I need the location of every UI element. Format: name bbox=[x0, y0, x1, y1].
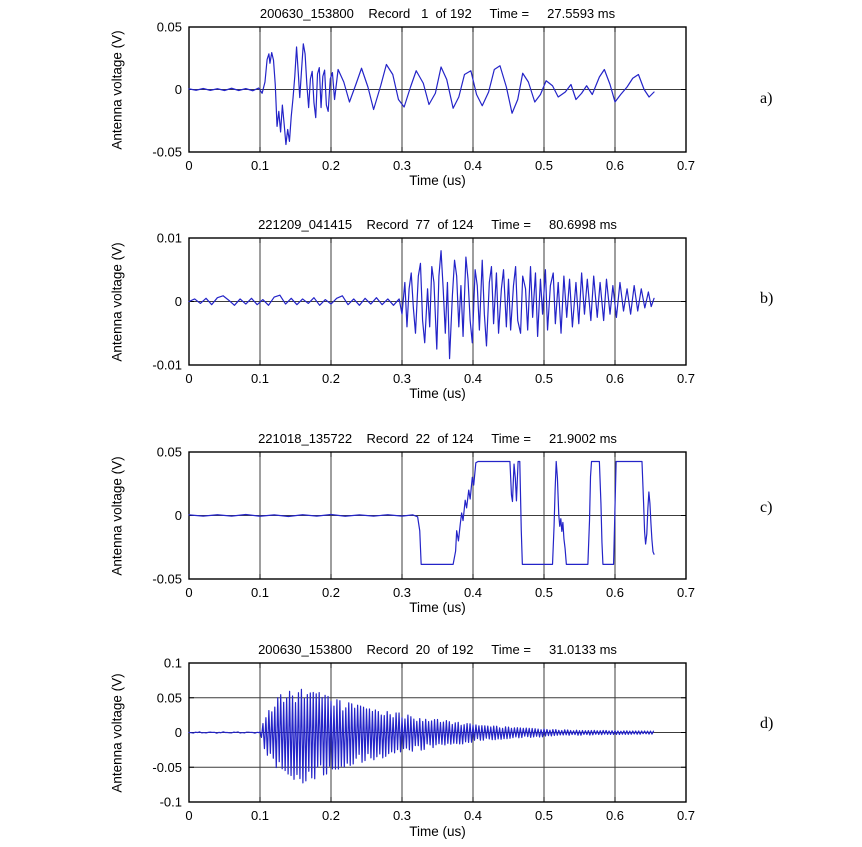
x-tick-label: 0.3 bbox=[393, 585, 411, 600]
x-tick-label: 0 bbox=[185, 808, 192, 823]
x-tick-label: 0.4 bbox=[464, 158, 482, 173]
x-tick-label: 0 bbox=[185, 371, 192, 386]
plot-box bbox=[188, 26, 687, 153]
chart-d: 0 0.1 0.2 0.3 0.4 0.5 0.6 0.7 0.1 0.05 0 -0.05 -0.1 … bbox=[0, 637, 862, 847]
y-tick-label: -0.01 bbox=[152, 358, 182, 373]
x-axis-label-b: Time (us) bbox=[409, 386, 466, 401]
y-tick-label: 0.01 bbox=[157, 231, 182, 246]
x-tick-label: 0.2 bbox=[322, 585, 340, 600]
x-tick-label: 0.4 bbox=[464, 808, 482, 823]
y-tick-label: 0.05 bbox=[157, 20, 182, 35]
x-tick-label: 0.7 bbox=[677, 808, 695, 823]
chart-title-a: 200630_153800 Record 1 of 192 Time = 27.… bbox=[259, 6, 616, 21]
y-tick-label: -0.1 bbox=[160, 795, 182, 810]
x-tick-label: 0.6 bbox=[606, 158, 624, 173]
y-tick-label: 0 bbox=[175, 508, 182, 523]
x-tick-label: 0.7 bbox=[677, 585, 695, 600]
chart-b: 0 0.1 0.2 0.3 0.4 0.5 0.6 0.7 0.01 0 -0.01 221209_… bbox=[0, 211, 862, 424]
x-tick-label: 0.6 bbox=[606, 808, 624, 823]
x-tick-label: 0.1 bbox=[251, 158, 269, 173]
x-tick-label: 0.3 bbox=[393, 158, 411, 173]
subfigure-label-c: c) bbox=[760, 499, 773, 516]
x-tick-label: 0.5 bbox=[535, 158, 553, 173]
x-tick-label: 0.6 bbox=[606, 585, 624, 600]
y-axis-label-c: Antenna voltage (V) bbox=[109, 456, 125, 576]
x-tick-label: 0.1 bbox=[251, 808, 269, 823]
plot-canvas-b: 0 0.1 0.2 0.3 0.4 0.5 0.6 0.70.010-0.01 bbox=[152, 231, 695, 387]
y-tick-label: 0.1 bbox=[164, 656, 182, 671]
subfigure-label-b: b) bbox=[760, 290, 774, 307]
plot-canvas-d: 0 0.1 0.2 0.3 0.4 0.5 0.6 0.7 0.1 0.05 0 -0.05 -0.1 bbox=[152, 656, 695, 824]
x-tick-label: 0.2 bbox=[322, 371, 340, 386]
x-tick-label: 0.1 bbox=[251, 371, 269, 386]
x-tick-label: 0.4 bbox=[464, 371, 482, 386]
waveform-trace bbox=[188, 43, 655, 146]
y-tick-label: 0.05 bbox=[157, 690, 182, 705]
x-tick-label: 0.5 bbox=[535, 371, 553, 386]
chart-title-b: 221209_041415 Record 77 of 124 Time = 80… bbox=[258, 217, 617, 232]
x-axis-label-d: Time (us) bbox=[409, 824, 466, 839]
y-tick-label: 0 bbox=[175, 82, 182, 97]
waveform-trace bbox=[188, 460, 655, 565]
plot-box bbox=[188, 451, 687, 580]
x-tick-label: 0.5 bbox=[535, 808, 553, 823]
y-tick-label: 0 bbox=[175, 725, 182, 740]
x-tick-label: 0.3 bbox=[393, 371, 411, 386]
y-axis-label-a: Antenna voltage (V) bbox=[109, 30, 125, 150]
chart-title-d: 200630_153800 Record 20 of 192 Time = 31… bbox=[258, 642, 617, 657]
y-tick-label: -0.05 bbox=[152, 145, 182, 160]
plot-canvas-c: 0 0.1 0.2 0.3 0.4 0.5 0.6 0.70.050-0.05 bbox=[152, 445, 695, 601]
y-tick-label: 0 bbox=[175, 294, 182, 309]
x-tick-label: 0 bbox=[185, 585, 192, 600]
x-tick-label: 0 bbox=[185, 158, 192, 173]
subfigure-label-d: d) bbox=[760, 715, 774, 732]
chart-c: 0 0.1 0.2 0.3 0.4 0.5 0.6 0.7 0.05 0 -0.05 221018_… bbox=[0, 424, 862, 637]
y-tick-label: -0.05 bbox=[152, 572, 182, 587]
x-tick-label: 0.7 bbox=[677, 158, 695, 173]
waveform-trace bbox=[188, 688, 655, 784]
waveform-trace bbox=[188, 250, 655, 360]
chart-a: 0 0.1 0.2 0.3 0.4 0.5 0.6 0.7 0.05 0 -0.05 200630_… bbox=[0, 0, 862, 211]
x-tick-label: 0.5 bbox=[535, 585, 553, 600]
chart-title-c: 221018_135722 Record 22 of 124 Time = 21… bbox=[258, 431, 617, 446]
y-axis-label-b: Antenna voltage (V) bbox=[109, 242, 125, 362]
y-tick-label: -0.05 bbox=[152, 760, 182, 775]
subfigure-label-a: a) bbox=[760, 90, 773, 107]
x-tick-label: 0.6 bbox=[606, 371, 624, 386]
x-tick-label: 0.3 bbox=[393, 808, 411, 823]
y-tick-label: 0.05 bbox=[157, 445, 182, 460]
x-axis-label-a: Time (us) bbox=[409, 173, 466, 188]
x-tick-label: 0.1 bbox=[251, 585, 269, 600]
x-axis-label-c: Time (us) bbox=[409, 600, 466, 615]
x-tick-label: 0.4 bbox=[464, 585, 482, 600]
plot-canvas-a: 0 0.1 0.2 0.3 0.4 0.5 0.6 0.70.050-0.05 bbox=[152, 20, 695, 174]
x-tick-label: 0.2 bbox=[322, 158, 340, 173]
y-axis-label-d: Antenna voltage (V) bbox=[109, 673, 125, 793]
x-tick-label: 0.7 bbox=[677, 371, 695, 386]
x-tick-label: 0.2 bbox=[322, 808, 340, 823]
